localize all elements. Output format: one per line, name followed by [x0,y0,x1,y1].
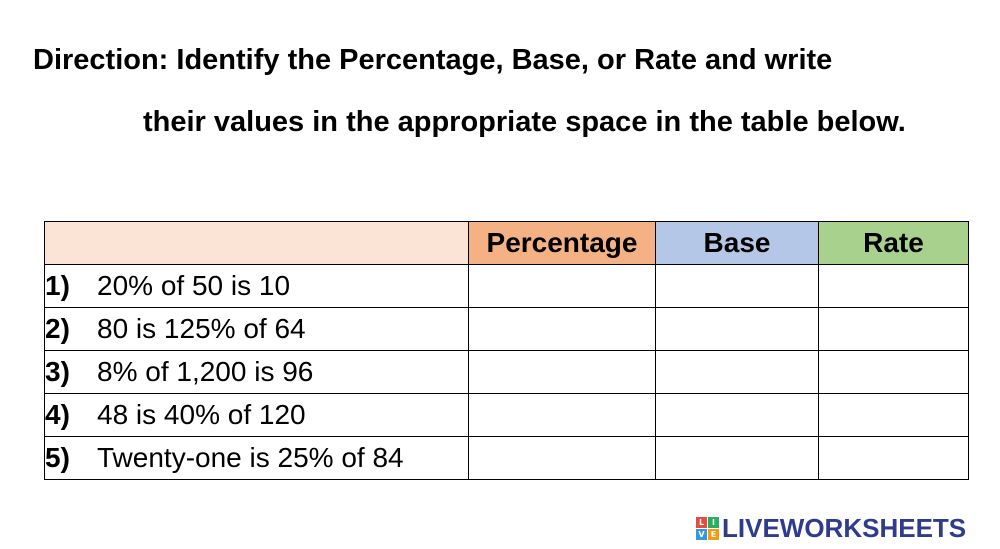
rate-answer-cell [818,264,969,308]
answer-table: Percentage Base Rate 1) 20% of 50 is 10 2… [44,221,969,480]
base-answer-cell [655,350,819,394]
percentage-answer-cell [468,393,656,437]
base-answer-cell [655,436,819,480]
problem-cell: 4) 48 is 40% of 120 [44,393,469,437]
base-answer-cell [655,393,819,437]
percentage-answer-cell [468,350,656,394]
header-blank [44,221,469,265]
base-answer-input[interactable] [656,437,818,479]
rate-answer-input[interactable] [819,265,968,307]
header-rate: Rate [818,221,969,265]
base-answer-input[interactable] [656,351,818,393]
problem-text: 20% of 50 is 10 [97,270,291,301]
logo-blocks-icon: L I V E [696,516,719,540]
logo-block-i: I [708,516,719,528]
percentage-answer-input[interactable] [469,351,655,393]
table-row: 5) Twenty-one is 25% of 84 [44,436,969,480]
problem-number: 2) [45,313,70,344]
table-row: 1) 20% of 50 is 10 [44,264,969,308]
problem-cell: 1) 20% of 50 is 10 [44,264,469,308]
rate-answer-input[interactable] [819,351,968,393]
rate-answer-input[interactable] [819,437,968,479]
table-header-row: Percentage Base Rate [44,221,969,265]
problem-text: 8% of 1,200 is 96 [97,356,314,387]
problem-cell: 2) 80 is 125% of 64 [44,307,469,351]
base-answer-cell [655,307,819,351]
base-answer-input[interactable] [656,394,818,436]
problem-number: 4) [45,399,70,430]
header-base: Base [655,221,819,265]
percentage-answer-input[interactable] [469,437,655,479]
rate-answer-input[interactable] [819,394,968,436]
percentage-answer-input[interactable] [469,394,655,436]
rate-answer-input[interactable] [819,308,968,350]
liveworksheets-logo: L I V E LIVEWORKSHEETS [696,513,966,543]
percentage-answer-cell [468,436,656,480]
problem-text: 80 is 125% of 64 [97,313,306,344]
rate-answer-cell [818,350,969,394]
logo-text: LIVEWORKSHEETS [722,512,967,543]
percentage-answer-cell [468,307,656,351]
direction-line-1: Direction: Identify the Percentage, Base… [33,44,833,76]
base-answer-input[interactable] [656,308,818,350]
header-percentage: Percentage [468,221,656,265]
rate-answer-cell [818,307,969,351]
problem-number: 3) [45,356,70,387]
logo-block-v: V [696,528,707,540]
base-answer-cell [655,264,819,308]
table-row: 4) 48 is 40% of 120 [44,393,969,437]
problem-text: Twenty-one is 25% of 84 [97,442,404,473]
rate-answer-cell [818,436,969,480]
problem-cell: 5) Twenty-one is 25% of 84 [44,436,469,480]
table-row: 3) 8% of 1,200 is 96 [44,350,969,394]
logo-block-l: L [696,516,707,528]
percentage-answer-input[interactable] [469,265,655,307]
problem-cell: 3) 8% of 1,200 is 96 [44,350,469,394]
problem-number: 5) [45,442,70,473]
problem-number: 1) [45,270,70,301]
base-answer-input[interactable] [656,265,818,307]
direction-line-2: their values in the appropriate space in… [143,106,906,138]
percentage-answer-input[interactable] [469,308,655,350]
rate-answer-cell [818,393,969,437]
table-row: 2) 80 is 125% of 64 [44,307,969,351]
problem-text: 48 is 40% of 120 [97,399,306,430]
logo-block-e: E [708,528,719,540]
percentage-answer-cell [468,264,656,308]
